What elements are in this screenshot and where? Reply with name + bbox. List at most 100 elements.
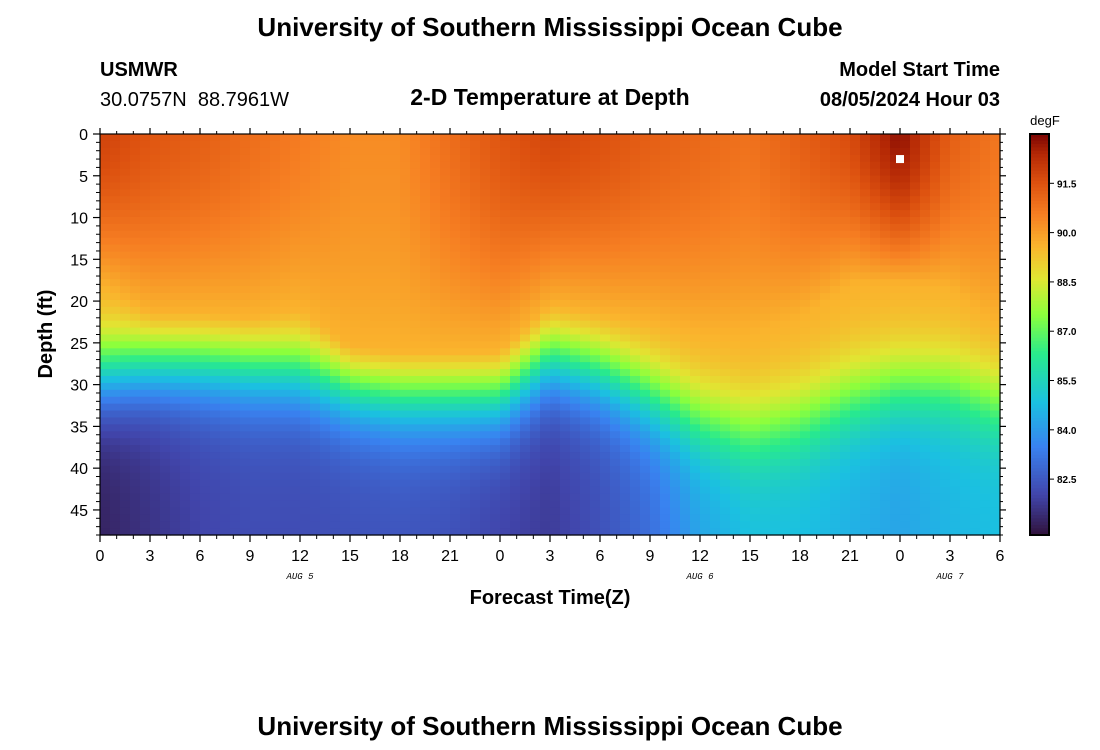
- heatmap-cell: [490, 452, 501, 460]
- heatmap-cell: [160, 472, 171, 481]
- heatmap-cell: [930, 299, 941, 308]
- heatmap-cell: [630, 438, 641, 446]
- heatmap-cell: [830, 320, 841, 329]
- heatmap-cell: [650, 251, 661, 260]
- heatmap-cell: [560, 507, 571, 515]
- heatmap-cell: [560, 465, 571, 474]
- heatmap-cell: [760, 196, 771, 204]
- heatmap-cell: [360, 293, 371, 301]
- heatmap-cell: [550, 279, 561, 287]
- heatmap-cell: [570, 479, 581, 488]
- heatmap-cell: [550, 189, 561, 197]
- heatmap-cell: [660, 272, 671, 280]
- heatmap-cell: [600, 223, 611, 232]
- heatmap-cell: [510, 327, 521, 336]
- heatmap-cell: [150, 175, 161, 183]
- heatmap-cell: [830, 465, 841, 474]
- heatmap-cell: [610, 147, 621, 156]
- heatmap-cell: [140, 479, 151, 488]
- heatmap-cell: [270, 320, 281, 329]
- heatmap-cell: [240, 313, 251, 322]
- heatmap-cell: [880, 223, 891, 232]
- heatmap-cell: [690, 362, 701, 370]
- heatmap-cell: [710, 424, 721, 432]
- heatmap-cell: [580, 237, 591, 246]
- heatmap-cell: [510, 175, 521, 183]
- heatmap-cell: [200, 216, 211, 225]
- heatmap-cell: [310, 258, 321, 266]
- heatmap-cell: [280, 299, 291, 308]
- heatmap-cell: [370, 334, 381, 343]
- heatmap-cell: [430, 424, 441, 432]
- heatmap-cell: [720, 472, 731, 481]
- heatmap-cell: [210, 147, 221, 156]
- heatmap-cell: [580, 452, 591, 460]
- heatmap-cell: [820, 382, 831, 391]
- heatmap-cell: [720, 320, 731, 329]
- heatmap-cell: [710, 389, 721, 398]
- heatmap-cell: [470, 465, 481, 474]
- heatmap-cell: [410, 293, 421, 301]
- heatmap-cell: [910, 479, 921, 488]
- heatmap-cell: [690, 161, 701, 170]
- heatmap-cell: [730, 230, 741, 239]
- heatmap-cell: [390, 272, 401, 280]
- heatmap-cell: [660, 168, 671, 177]
- heatmap-cell: [930, 140, 941, 149]
- heatmap-cell: [340, 375, 351, 384]
- heatmap-cell: [420, 140, 431, 149]
- heatmap-cell: [330, 140, 341, 149]
- heatmap-cell: [290, 472, 301, 481]
- heatmap-cell: [180, 507, 191, 515]
- heatmap-cell: [570, 396, 581, 405]
- heatmap-cell: [610, 479, 621, 488]
- heatmap-cell: [800, 327, 811, 336]
- heatmap-cell: [550, 251, 561, 260]
- heatmap-cell: [560, 521, 571, 529]
- heatmap-cell: [680, 375, 691, 384]
- heatmap-cell: [200, 348, 211, 356]
- heatmap-cell: [920, 424, 931, 432]
- heatmap-cell: [100, 279, 111, 287]
- heatmap-cell: [120, 375, 131, 384]
- heatmap-cell: [730, 369, 741, 377]
- heatmap-cell: [450, 272, 461, 280]
- heatmap-cell: [280, 486, 291, 495]
- heatmap-cell: [830, 251, 841, 260]
- heatmap-cell: [800, 272, 811, 280]
- heatmap-cell: [650, 216, 661, 225]
- heatmap-cell: [120, 417, 131, 425]
- heatmap-cell: [290, 286, 301, 294]
- heatmap-cell: [460, 168, 471, 177]
- heatmap-cell: [280, 493, 291, 502]
- heatmap-cell: [270, 265, 281, 273]
- heatmap-cell: [600, 334, 611, 343]
- heatmap-cell: [430, 216, 441, 225]
- heatmap-cell: [730, 306, 741, 315]
- heatmap-cell: [320, 528, 331, 536]
- heatmap-cell: [700, 375, 711, 384]
- heatmap-cell: [770, 293, 781, 301]
- heatmap-cell: [660, 293, 671, 301]
- heatmap-cell: [690, 168, 701, 177]
- heatmap-cell: [230, 417, 241, 425]
- heatmap-cell: [500, 251, 511, 260]
- heatmap-cell: [690, 528, 701, 536]
- heatmap-cell: [330, 362, 341, 370]
- heatmap-cell: [460, 134, 471, 142]
- heatmap-cell: [490, 403, 501, 412]
- heatmap-cell: [540, 382, 551, 391]
- heatmap-cell: [680, 265, 691, 273]
- heatmap-cell: [680, 438, 691, 446]
- heatmap-cell: [150, 528, 161, 536]
- heatmap-cell: [590, 189, 601, 197]
- heatmap-cell: [880, 403, 891, 412]
- heatmap-cell: [510, 334, 521, 343]
- heatmap-cell: [770, 369, 781, 377]
- heatmap-cell: [100, 369, 111, 377]
- heatmap-cell: [890, 272, 901, 280]
- heatmap-cell: [730, 251, 741, 260]
- heatmap-cell: [820, 223, 831, 232]
- heatmap-cell: [580, 272, 591, 280]
- heatmap-cell: [240, 196, 251, 204]
